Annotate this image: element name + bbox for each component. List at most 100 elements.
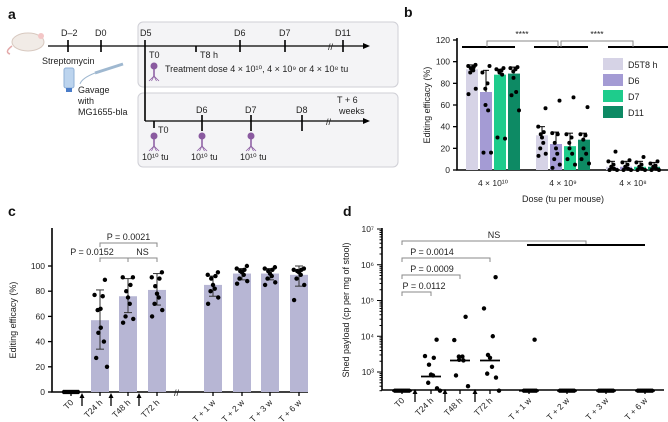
data-point (503, 136, 507, 141)
data-point (456, 354, 462, 359)
data-point (495, 135, 500, 140)
data-point (540, 135, 544, 140)
data-point (569, 135, 574, 140)
data-point (557, 162, 562, 167)
tick-d-2: D–2 (61, 28, 78, 38)
legend-label: D7 (628, 92, 640, 102)
p-value-label: P = 0.0021 (107, 232, 151, 242)
bar (91, 320, 109, 392)
data-point (130, 275, 136, 280)
phage-icon (148, 62, 160, 82)
mouse-icon (6, 32, 45, 55)
data-point (480, 70, 485, 75)
data-point (208, 289, 213, 294)
d-x-tick-label: T + 1 w (507, 395, 534, 422)
data-point (104, 364, 110, 369)
data-point (156, 295, 161, 300)
phage-leg (250, 145, 257, 152)
data-point (487, 64, 492, 68)
bar-D11 (508, 73, 520, 170)
data-point (463, 314, 468, 319)
legend-swatch (603, 74, 623, 86)
c-x-tick-label: T24 h (82, 397, 105, 420)
data-point (552, 140, 557, 145)
data-point (532, 337, 537, 342)
data-point (131, 316, 136, 322)
axis-break: // (174, 388, 180, 398)
bar (204, 284, 222, 392)
data-point (93, 355, 99, 361)
gavage-label: Gavage (78, 85, 110, 95)
bar (233, 273, 251, 392)
data-point (157, 276, 162, 281)
data-point (422, 353, 428, 359)
data-point (270, 267, 275, 272)
data-point (538, 132, 543, 137)
data-point (517, 108, 521, 113)
data-point (538, 146, 543, 151)
c-x-tick-label: T + 3 w (248, 397, 275, 422)
bar-D5T8h (536, 135, 548, 170)
c-x-tick-label: T + 6 w (277, 397, 304, 422)
data-point (493, 375, 499, 380)
c-x-tick-label: T + 1 w (191, 397, 218, 422)
legend-swatch (603, 106, 623, 118)
p-value-label: NS (136, 247, 149, 257)
phage-head (198, 132, 206, 140)
d-y-tick-label: 10⁵ (361, 296, 374, 306)
arrow-head (472, 389, 478, 394)
data-point (124, 289, 129, 294)
data-point (291, 267, 296, 272)
data-point (621, 168, 626, 172)
data-point (234, 266, 239, 271)
panel-label-b: b (404, 4, 413, 20)
data-point (606, 159, 611, 164)
dose-label-2: 10¹⁰ tu (191, 152, 218, 162)
d-x-tick-label: T + 3 w (584, 395, 611, 422)
data-point (269, 273, 274, 279)
data-point (550, 131, 555, 136)
data-point (643, 168, 647, 172)
tube-icon (63, 67, 75, 92)
data-point (493, 274, 498, 280)
c-y-tick-label: 60 (36, 311, 46, 321)
data-point (153, 283, 158, 289)
data-point (514, 90, 519, 94)
arrow-head (136, 393, 142, 398)
sig-bracket (99, 257, 129, 262)
data-point (557, 98, 562, 103)
data-point (245, 278, 250, 284)
data-point (291, 297, 297, 303)
data-point (265, 276, 270, 281)
data-point (634, 160, 639, 165)
data-point (543, 151, 548, 156)
phage-head (247, 132, 255, 140)
data-point (487, 355, 493, 360)
data-point (615, 168, 619, 172)
data-point (460, 354, 465, 359)
data-point (496, 388, 502, 393)
data-point (237, 276, 242, 281)
dose-label-1: 10¹⁰ tu (142, 152, 169, 162)
b-y-tick-label: 100 (436, 57, 450, 67)
data-point (541, 140, 546, 145)
tick-t0: T0 (149, 50, 160, 60)
data-point (437, 388, 443, 393)
c-y-tick-label: 100 (31, 261, 45, 271)
b-y-tick-label: 80 (441, 78, 451, 88)
data-point (273, 280, 278, 285)
tick-d5: D5 (140, 28, 152, 38)
data-point (657, 168, 661, 172)
legend-label: D6 (628, 76, 640, 86)
data-point (571, 95, 576, 100)
tick-t0-lower: T0 (158, 125, 169, 135)
data-point (655, 159, 660, 164)
data-point (483, 86, 488, 91)
d-y-tick-label: 10⁴ (361, 331, 374, 341)
data-point (485, 81, 490, 86)
data-point (101, 339, 107, 344)
data-point (244, 263, 250, 269)
data-point (485, 371, 490, 376)
data-point (494, 67, 499, 72)
